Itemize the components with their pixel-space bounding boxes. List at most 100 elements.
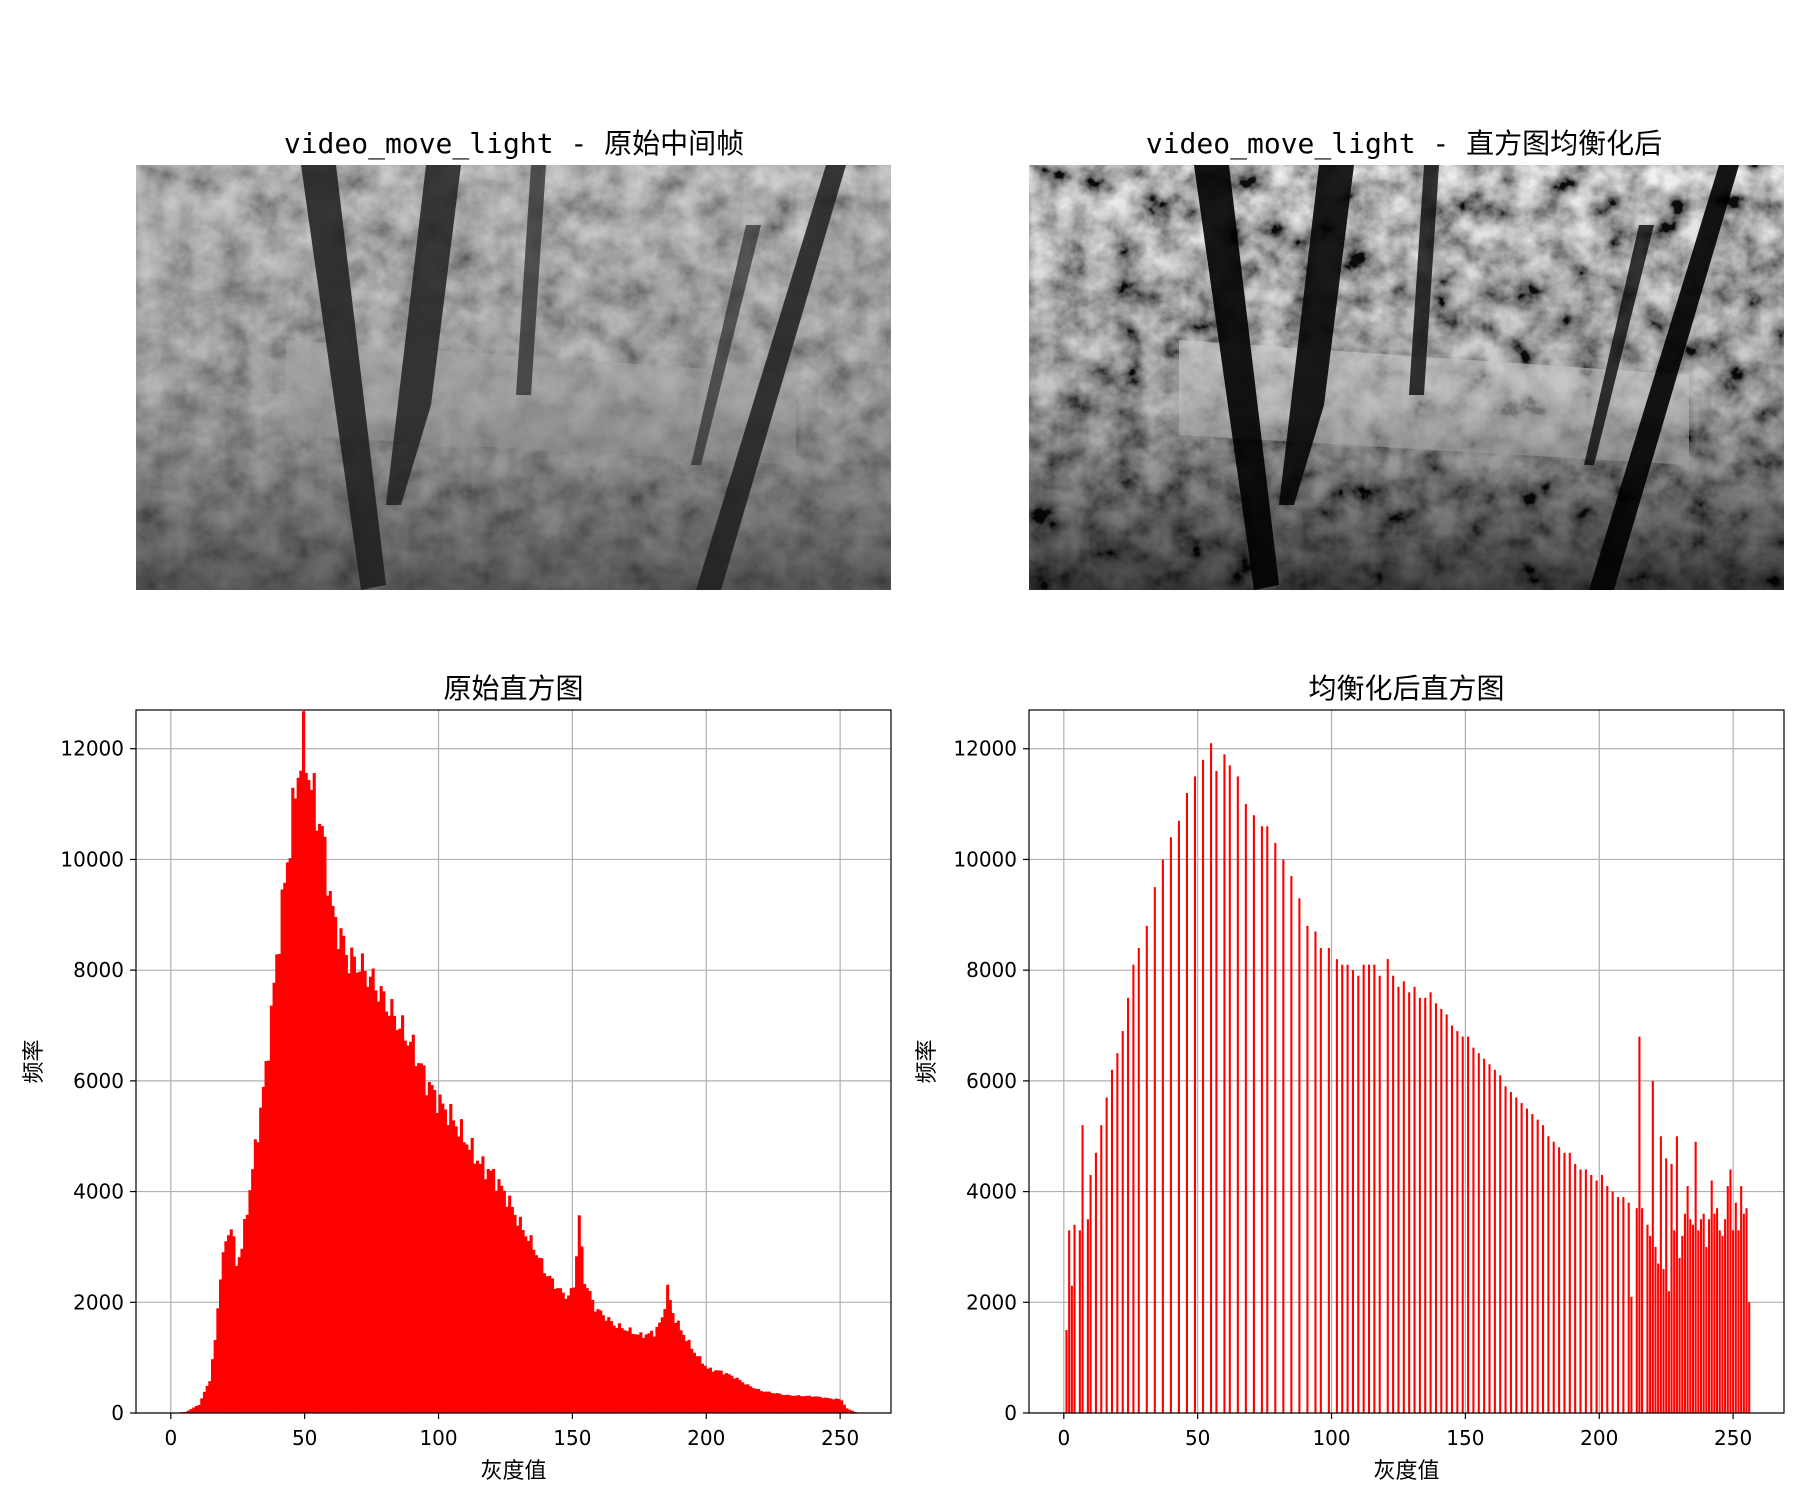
histogram-bar [837,1399,841,1413]
histogram-bar [561,1292,565,1413]
histogram-bar [248,1190,252,1413]
histogram-bar [1627,1202,1630,1413]
histogram-bar [1392,975,1395,1413]
y-tick-label: 6000 [73,1069,124,1093]
histogram-bar [850,1410,854,1413]
histogram-bar [227,1235,231,1413]
histogram-bar [1260,826,1263,1413]
histogram-bar [722,1374,726,1413]
histogram-bar [596,1309,600,1413]
histogram-bar [1732,1230,1735,1413]
histogram-bar [1402,981,1405,1413]
histogram-bar [1740,1186,1743,1413]
histogram-bar [318,823,322,1413]
histogram-bar [200,1398,204,1413]
histogram-bar [1635,1208,1638,1413]
histogram-bar [269,1005,273,1413]
histogram-bar [1429,992,1432,1413]
histogram-bar [1600,1174,1603,1413]
histogram-bar [1488,1064,1491,1413]
histogram-bar [741,1382,745,1413]
histogram-bar [714,1370,718,1413]
histogram-bar [508,1195,512,1413]
histogram-bar [1378,975,1381,1413]
histogram-bar [1665,1158,1668,1413]
histogram-bar [1646,1224,1649,1413]
y-tick-label: 10000 [953,847,1017,871]
histogram-bar [620,1328,624,1413]
histogram-bar [824,1397,828,1413]
x-tick-label: 0 [164,1426,177,1450]
histogram-bar [746,1384,750,1413]
histogram-bar [1595,1180,1598,1413]
histogram-bar [556,1288,560,1413]
histogram-bar [1127,997,1130,1413]
histogram-bar [1520,1103,1523,1413]
histogram-bar [583,1283,587,1413]
histogram-bar [548,1275,552,1413]
histogram-bar [320,826,324,1413]
histogram-bar [1686,1186,1689,1413]
histogram-bar [1641,1208,1644,1413]
histogram-bar [310,789,314,1413]
equalized-histogram-chart: 均衡化后直方图 0 50 100 150 200 250 0 2000 4000 6000 8000 1… [915,672,1785,1484]
histogram-bar [821,1398,825,1413]
histogram-bar [666,1284,670,1413]
histogram-bar [585,1288,589,1413]
histogram-bar [315,830,319,1413]
histogram-bar [593,1311,597,1413]
histogram-bar [293,798,298,1413]
histogram-bar [834,1398,838,1413]
histogram-bar [1467,1036,1470,1413]
histogram-bar [417,1063,421,1413]
histogram-bar [478,1163,482,1413]
histogram-bar [272,982,276,1413]
histogram-bar [1724,1219,1727,1413]
histogram-bar [692,1352,696,1413]
histogram-bar [1346,964,1349,1413]
histogram-bar [259,1107,263,1413]
histogram-bar [1718,1230,1721,1413]
histogram-bar [663,1309,667,1413]
histogram-bar [334,917,338,1413]
histogram-bar [733,1378,737,1413]
histogram-bar [476,1160,480,1413]
histogram-bar [524,1236,528,1413]
histogram-bar [505,1206,509,1413]
histogram-bar [650,1330,654,1413]
histogram-bar [1681,1235,1684,1413]
histogram-bar [459,1119,464,1413]
histogram-bar [470,1137,474,1413]
histogram-bar [612,1325,616,1413]
y-tick-label: 4000 [73,1180,124,1204]
histogram-bar [1483,1058,1486,1413]
histogram-bar [497,1179,501,1413]
histogram-bar [789,1395,793,1413]
histogram-bar [208,1381,212,1413]
histogram-bar [810,1396,814,1413]
histogram-bar [813,1396,817,1413]
histogram-bar [668,1300,672,1413]
histogram-bar [235,1265,239,1413]
histogram-bar [1236,776,1239,1413]
histogram-bar [1742,1213,1745,1413]
histogram-bar [441,1103,445,1413]
histogram-bar [1357,975,1360,1413]
histogram-bar [716,1370,721,1413]
histogram-bar [355,972,359,1413]
histogram-bar [1659,1136,1662,1413]
histogram-bar [826,1398,830,1413]
histogram-bar [674,1322,678,1413]
histogram-bar [655,1326,659,1413]
histogram-bar [243,1218,247,1413]
histogram-bar [1266,826,1269,1413]
histogram-bar [1667,1291,1670,1413]
histogram-bar [1699,1219,1703,1413]
histogram-bar [510,1206,514,1413]
histogram-bar [414,1066,418,1413]
x-tick-label: 150 [1446,1426,1484,1450]
y-tick-label: 8000 [966,958,1017,982]
histogram-bar [706,1368,710,1413]
histogram-bar [577,1215,581,1413]
histogram-bar [277,953,281,1413]
